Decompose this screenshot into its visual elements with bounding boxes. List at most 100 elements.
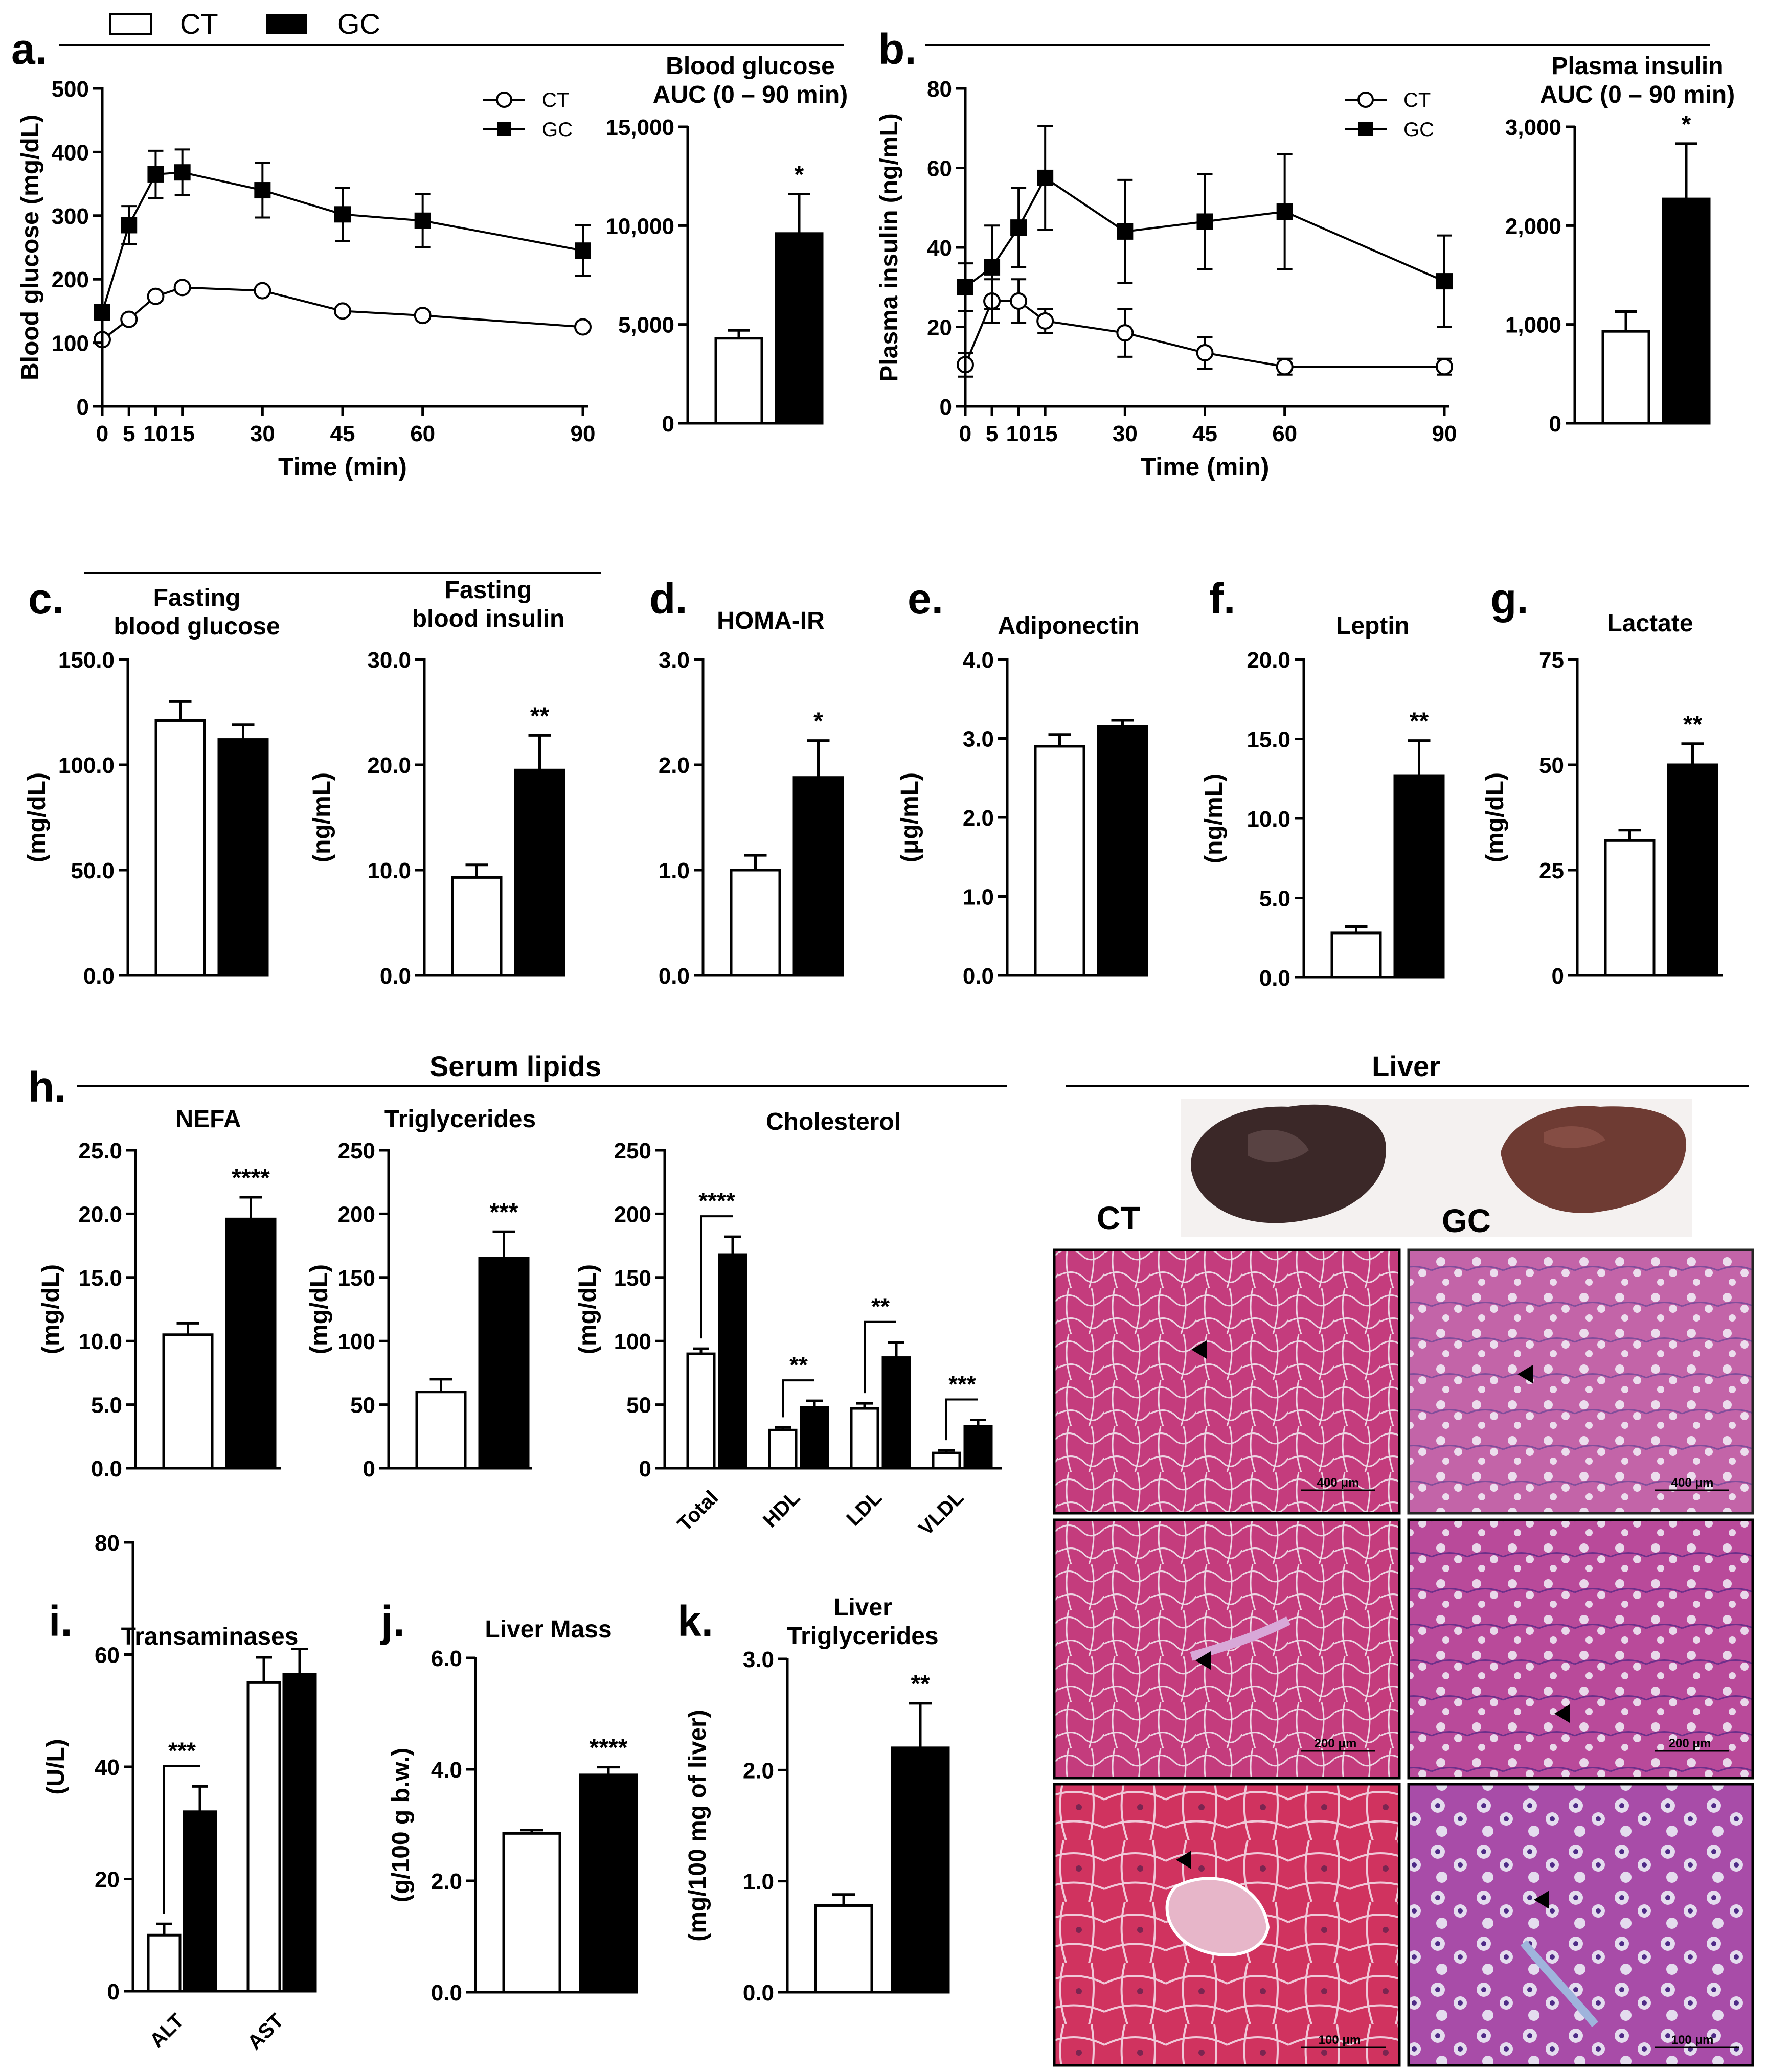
chart-h2-y-tick-label: 200 [338, 1202, 375, 1227]
chart-a_auc-bar-gc [775, 232, 824, 425]
chart-b_line-point-ct [1276, 358, 1294, 376]
chart-a_auc: * [688, 161, 824, 425]
chart-c2: ** [424, 702, 565, 977]
chart-c2-bar-ct [451, 876, 503, 977]
chart-i-category-label: ALT [145, 2009, 188, 2052]
chart-b_line-legend: CT GC [1345, 89, 1434, 141]
chart-d-y-axis: 0.0 1.0 2.0 3.0 [659, 648, 705, 989]
chart-i-y-tick-label: 60 [95, 1643, 120, 1668]
chart-d-y-tick-label: 0.0 [659, 964, 690, 989]
chart-d-bar-ct [730, 869, 781, 977]
chart-b_line-point-ct [1196, 344, 1214, 362]
chart-a_auc-bar-ct [714, 337, 763, 425]
chart-f-y-axis: 0.0 5.0 10.0 15.0 20.0 (ng/mL) [1200, 648, 1305, 991]
chart-h3-bar-ldl-gc [881, 1356, 911, 1470]
chart-b_line-point-gc [1436, 273, 1453, 290]
chart-j: **** [475, 1735, 638, 1994]
chart-i-bar-alt-ct [147, 1933, 182, 1993]
chart-b_auc-title: AUC (0 – 90 min) [1540, 81, 1735, 108]
chart-h3-category-label: Total [673, 1486, 723, 1536]
chart-c1-title: blood glucose [114, 613, 280, 640]
chart-h2-y-tick-label: 250 [338, 1139, 375, 1164]
chart-h1-y-tick-label: 0.0 [91, 1456, 122, 1482]
chart-b_line-x-tick-label: 0 [959, 421, 971, 446]
chart-i-title: Transaminases [121, 1623, 299, 1650]
arrowhead-ct-100 [1176, 1851, 1191, 1869]
photo-label-gc: GC [1442, 1202, 1491, 1239]
chart-h1-title: NEFA [175, 1106, 241, 1133]
chart-k: ** [787, 1671, 950, 1994]
chart-g-bar-ct [1604, 839, 1656, 977]
chart-b_line-legend-label: CT [1403, 89, 1431, 111]
chart-a_line-x-tick-label: 15 [170, 421, 195, 446]
chart-i-bar-ast-gc [282, 1673, 317, 1993]
chart-b_line-y-tick-label: 20 [927, 315, 952, 340]
chart-a_line-y-tick-label: 300 [52, 204, 89, 229]
photo-label-ct: CT [1097, 1200, 1140, 1237]
chart-a_line-point-gc [174, 164, 191, 181]
chart-f: ** [1304, 708, 1445, 979]
chart-i-y-tick-label: 20 [95, 1868, 120, 1893]
chart-h3-significance: ** [789, 1352, 808, 1378]
chart-k-title: Liver [833, 1594, 892, 1621]
chart-a_line-line-gc [101, 171, 583, 313]
chart-h1-y-axis-label: (mg/dL) [37, 1264, 64, 1354]
chart-h2-y-tick-label: 50 [350, 1393, 375, 1418]
chart-f-title: Leptin [1336, 612, 1410, 640]
chart-b_line-x-tick-label: 5 [986, 421, 998, 446]
chart-h3-significance-bracket [700, 1215, 733, 1339]
panel-letter-e: e. [908, 575, 943, 623]
chart-d-y-tick-label: 2.0 [659, 753, 690, 778]
chart-a_line-y-axis: 0 100 200 300 400 500 Blood glucose (mg/dL) [17, 77, 104, 420]
chart-b_auc-y-tick-label: 0 [1549, 412, 1561, 437]
panel-letter-j: j. [380, 1597, 405, 1645]
chart-h3-category-label: VLDL [914, 1486, 968, 1540]
chart-h3-significance-bracket [782, 1379, 814, 1418]
chart-a_line-y-tick-label: 200 [52, 267, 89, 292]
arrowhead-ct-400 [1191, 1340, 1207, 1359]
chart-a_line-x-tick-label: 10 [143, 421, 168, 446]
panel-letters: a. b. c. d. e. f. g. h. i. j. k. [11, 25, 1529, 1645]
scale-label-ct-200: 200 μm [1315, 1737, 1357, 1750]
chart-b_auc-y-tick-label: 3,000 [1505, 115, 1561, 140]
separator-lines [59, 44, 1749, 1087]
chart-a_line-x-tick-label: 60 [410, 421, 435, 446]
chart-b_line-y-axis: 0 20 40 60 80 Plasma insulin (ng/mL) [876, 77, 967, 420]
chart-i: ALT *** AST [133, 1648, 317, 2054]
scale-label-gc-100: 100 μm [1671, 2033, 1714, 2047]
chart-a_auc-y-tick-label: 15,000 [605, 115, 674, 140]
chart-h3-category-label: HDL [759, 1486, 804, 1532]
scale-label-ct-100: 100 μm [1319, 2033, 1361, 2047]
chart-a_line-point-gc [334, 206, 351, 223]
chart-e-y-tick-label: 1.0 [963, 885, 994, 910]
chart-g-y-tick-label: 0 [1552, 964, 1564, 989]
chart-c2-y-tick-label: 30.0 [367, 648, 411, 673]
chart-k-significance: ** [911, 1671, 930, 1698]
chart-a_line-y-axis-label: Blood glucose (mg/dL) [17, 115, 44, 380]
chart-h1-y-tick-label: 25.0 [78, 1139, 122, 1164]
serum-lipids-title: Serum lipids [429, 1050, 601, 1082]
chart-g-y-axis: 0 25 50 75 (mg/dL) [1482, 648, 1579, 989]
chart-a_line-point-ct [173, 279, 191, 297]
chart-g: ** [1577, 711, 1723, 977]
chart-f-y-tick-label: 0.0 [1259, 966, 1290, 991]
chart-f-y-tick-label: 5.0 [1259, 886, 1290, 912]
chart-h2-y-axis: 0 50 100 150 200 250 (mg/dL) [306, 1139, 390, 1482]
chart-h1-bar-ct [162, 1333, 214, 1470]
vessel-ct-100 [1165, 1877, 1270, 1956]
chart-g-y-axis-label: (mg/dL) [1482, 772, 1509, 862]
chart-h2-bar-ct [415, 1391, 467, 1470]
chart-a_line-x-tick-label: 45 [330, 421, 355, 446]
chart-h2-significance: *** [489, 1199, 518, 1226]
chart-b_line-point-ct [1116, 324, 1134, 342]
chart-b_line-x-tick-label: 30 [1113, 421, 1138, 446]
chart-b_line-legend-marker [1358, 122, 1373, 136]
chart-j-y-tick-label: 4.0 [431, 1758, 462, 1783]
liver-ct-shine [1248, 1130, 1309, 1162]
chart-b_line-x-tick-label: 90 [1432, 421, 1457, 446]
chart-d-bar-gc [792, 776, 844, 977]
chart-h3-y-axis-label: (mg/dL) [574, 1264, 601, 1354]
chart-j-bar-gc [579, 1773, 638, 1994]
vessel-gc-100 [1520, 1940, 1599, 2028]
